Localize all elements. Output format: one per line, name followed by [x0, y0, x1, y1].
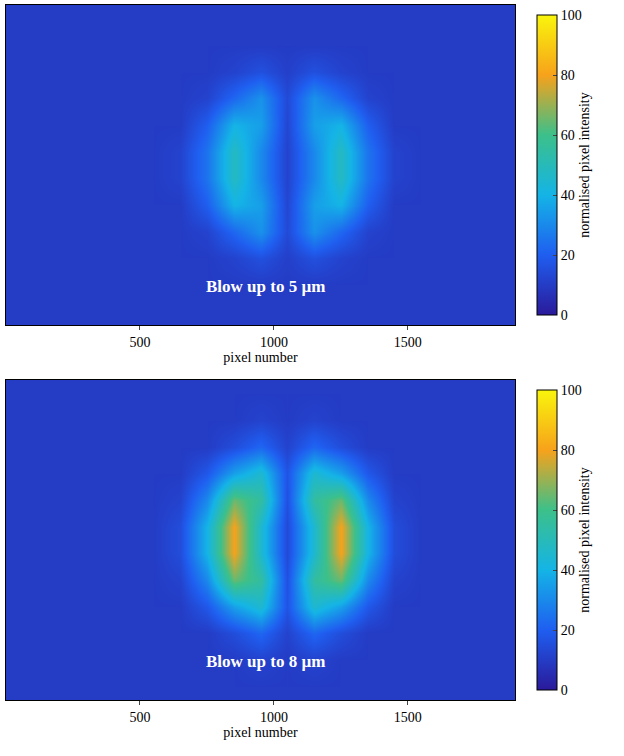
svg-text:1000: 1000	[260, 335, 288, 350]
svg-text:1500: 1500	[394, 710, 422, 725]
svg-text:500: 500	[129, 335, 150, 350]
svg-text:0: 0	[561, 683, 568, 698]
svg-text:80: 80	[561, 68, 575, 83]
svg-text:1500: 1500	[394, 335, 422, 350]
svg-text:80: 80	[561, 443, 575, 458]
svg-text:normalised pixel intensity: normalised pixel intensity	[577, 92, 592, 237]
svg-text:Blow up to 8 µm: Blow up to 8 µm	[206, 652, 325, 671]
svg-text:40: 40	[561, 563, 575, 578]
svg-text:pixel number: pixel number	[223, 350, 298, 365]
svg-text:40: 40	[561, 188, 575, 203]
svg-text:normalised pixel intensity: normalised pixel intensity	[577, 467, 592, 612]
svg-text:20: 20	[561, 623, 575, 638]
svg-text:500: 500	[129, 710, 150, 725]
svg-text:100: 100	[561, 8, 582, 23]
svg-text:Blow up to 5 µm: Blow up to 5 µm	[206, 277, 325, 296]
svg-text:100: 100	[561, 383, 582, 398]
svg-text:pixel number: pixel number	[223, 725, 298, 740]
svg-text:0: 0	[561, 308, 568, 323]
svg-text:1000: 1000	[260, 710, 288, 725]
svg-text:60: 60	[561, 128, 575, 143]
svg-text:20: 20	[561, 248, 575, 263]
svg-text:60: 60	[561, 503, 575, 518]
